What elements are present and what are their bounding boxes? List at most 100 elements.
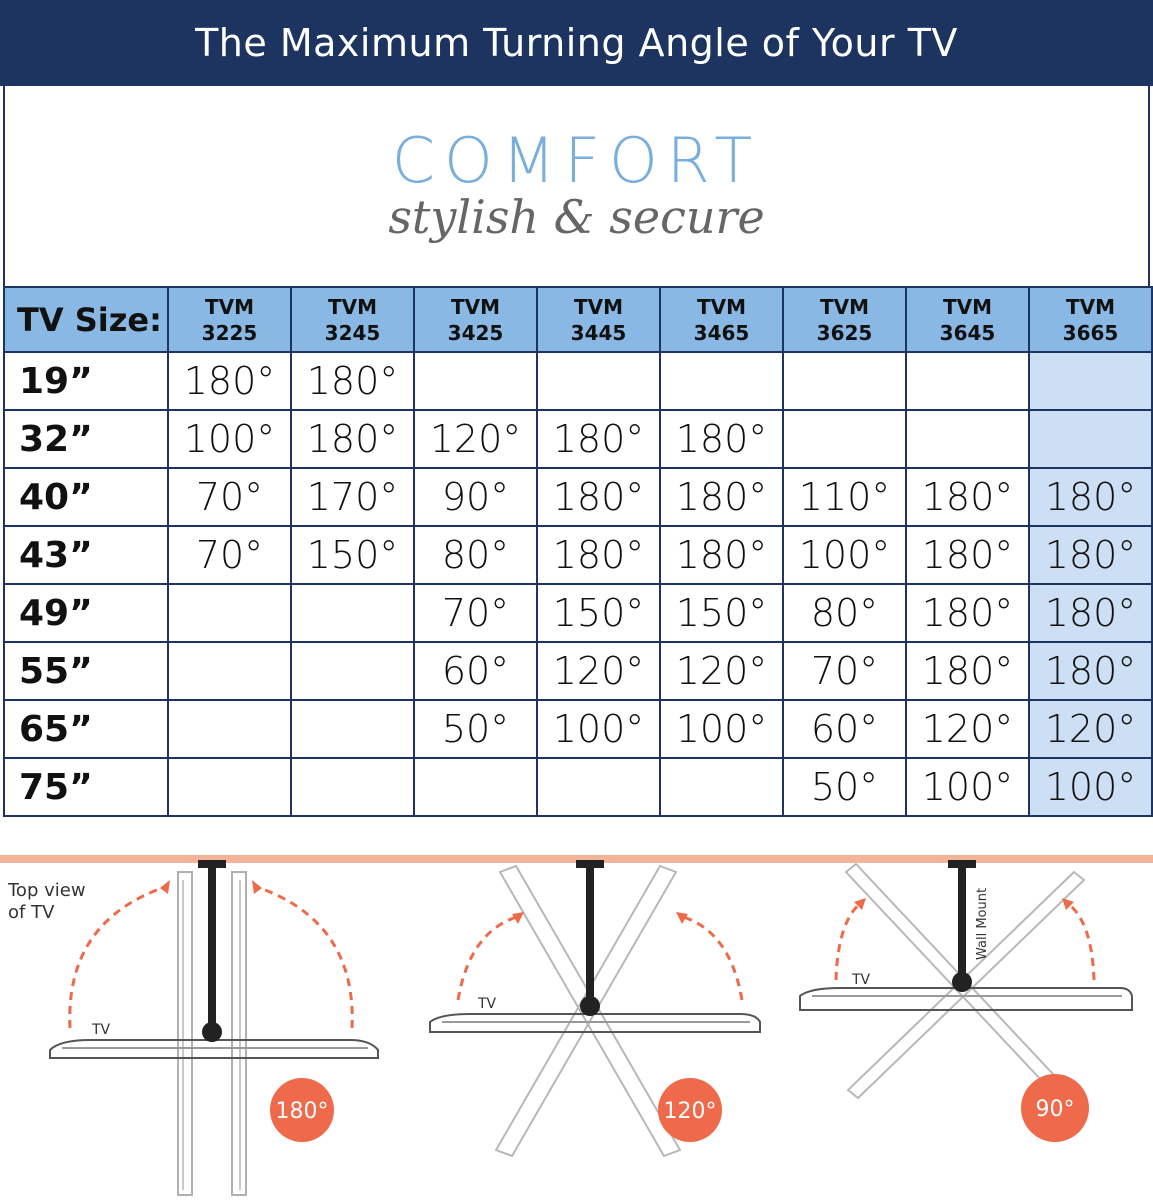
- angle-label: 120°: [664, 1099, 717, 1124]
- angle-cell: 70°: [782, 641, 907, 701]
- angle-cell: [167, 583, 292, 643]
- angle-cell: 150°: [659, 583, 784, 643]
- model-header: TVM 3425: [413, 286, 538, 353]
- angle-cell: [1028, 409, 1153, 469]
- page-title: The Maximum Turning Angle of Your TV: [0, 0, 1153, 86]
- table-row: 32” 100° 180° 120° 180° 180°: [3, 409, 1153, 469]
- tv-label: TV: [91, 1022, 111, 1038]
- angle-cell: [290, 699, 415, 759]
- tv-size-cell: 43”: [3, 525, 169, 585]
- arrow-head: [676, 912, 688, 924]
- angle-cell: 150°: [290, 525, 415, 585]
- angle-label: 90°: [1036, 1097, 1075, 1122]
- angle-cell: 180°: [1028, 467, 1153, 527]
- size-column-header: TV Size:: [3, 286, 169, 353]
- tv-size-cell: 32”: [3, 409, 169, 469]
- angle-cell: 100°: [782, 525, 907, 585]
- angle-cell: [905, 409, 1030, 469]
- table-header-row: TV Size: TVM 3225 TVM 3245 TVM 3425 TVM 3445…: [3, 286, 1153, 353]
- angle-cell: 180°: [905, 641, 1030, 701]
- angle-badge: [270, 1078, 334, 1142]
- diagram-180: [49, 871, 379, 1196]
- rotation-diagram: TV 180° TV 120°: [0, 850, 1153, 1200]
- wall-line: [0, 855, 1153, 863]
- brand-name: COMFORT: [391, 124, 762, 197]
- angle-cell: 180°: [905, 583, 1030, 643]
- angle-cell: 180°: [659, 467, 784, 527]
- angle-cell: 100°: [536, 699, 661, 759]
- angle-cell: 180°: [167, 351, 292, 411]
- angle-cell: 100°: [1028, 757, 1153, 817]
- angle-cell: [659, 351, 784, 411]
- angle-cell: 180°: [659, 409, 784, 469]
- table-row: 49” 70° 150° 150° 80° 180° 180°: [3, 583, 1153, 643]
- angle-cell: 180°: [1028, 583, 1153, 643]
- mount-arm: [958, 864, 966, 982]
- angle-cell: [290, 583, 415, 643]
- mount-joint: [202, 1022, 222, 1042]
- model-header: TVM 3445: [536, 286, 661, 353]
- tv-size-cell: 55”: [3, 641, 169, 701]
- angle-cell: [905, 351, 1030, 411]
- angle-cell: [290, 757, 415, 817]
- table-row: 55” 60° 120° 120° 70° 180° 180°: [3, 641, 1153, 701]
- angle-cell: 70°: [413, 583, 538, 643]
- angle-cell: 150°: [536, 583, 661, 643]
- tv-size-cell: 40”: [3, 467, 169, 527]
- table-row: 40” 70° 170° 90° 180° 180° 110° 180° 180°: [3, 467, 1153, 527]
- model-header: TVM 3665: [1028, 286, 1153, 353]
- table-row: 43” 70° 150° 80° 180° 180° 100° 180° 180°: [3, 525, 1153, 585]
- model-header: TVM 3245: [290, 286, 415, 353]
- angle-cell: [782, 351, 907, 411]
- table-row: 19” 180° 180°: [3, 351, 1153, 411]
- angle-cell: [167, 757, 292, 817]
- tv-size-cell: 65”: [3, 699, 169, 759]
- angle-cell: 50°: [782, 757, 907, 817]
- angle-cell: 170°: [290, 467, 415, 527]
- angle-label: 180°: [276, 1099, 329, 1124]
- wall-mount-label: Wall Mount: [975, 888, 990, 960]
- angle-cell: 180°: [659, 525, 784, 585]
- angle-badge: [1021, 1074, 1089, 1142]
- angle-cell: 100°: [659, 699, 784, 759]
- arrow-head: [512, 912, 524, 924]
- angle-cell: 50°: [413, 699, 538, 759]
- angle-cell: 100°: [905, 757, 1030, 817]
- angle-cell: 180°: [536, 525, 661, 585]
- brand-logo: COMFORT stylish & secure: [3, 86, 1150, 286]
- model-header: TVM 3625: [782, 286, 907, 353]
- angle-cell: 180°: [536, 409, 661, 469]
- angle-cell: 120°: [905, 699, 1030, 759]
- mount-joint: [952, 972, 972, 992]
- angle-cell: 100°: [167, 409, 292, 469]
- angle-cell: [413, 757, 538, 817]
- arrow-head: [854, 898, 866, 910]
- diagram-90: [799, 862, 1133, 1100]
- angle-cell: 60°: [782, 699, 907, 759]
- angle-cell: [290, 641, 415, 701]
- angle-cell: 180°: [290, 409, 415, 469]
- angle-cell: 180°: [1028, 641, 1153, 701]
- brand-tagline: stylish & secure: [388, 190, 765, 244]
- arrow-head: [160, 880, 170, 894]
- angle-cell: 110°: [782, 467, 907, 527]
- angle-cell: 60°: [413, 641, 538, 701]
- tv-size-cell: 75”: [3, 757, 169, 817]
- angle-cell: 70°: [167, 525, 292, 585]
- arrow-head: [252, 880, 262, 894]
- table-row: 65” 50° 100° 100° 60° 120° 120°: [3, 699, 1153, 759]
- angle-cell: 180°: [290, 351, 415, 411]
- angle-cell: 180°: [905, 467, 1030, 527]
- angle-cell: [167, 699, 292, 759]
- turning-angle-table: TV Size: TVM 3225 TVM 3245 TVM 3425 TVM 3445…: [3, 286, 1153, 817]
- angle-cell: [659, 757, 784, 817]
- angle-badge: [658, 1078, 722, 1142]
- angle-cell: 80°: [782, 583, 907, 643]
- angle-cell: [167, 641, 292, 701]
- angle-cell: [782, 409, 907, 469]
- angle-cell: 70°: [167, 467, 292, 527]
- angle-cell: 120°: [413, 409, 538, 469]
- angle-cell: [413, 351, 538, 411]
- mount-arm: [586, 864, 594, 1004]
- tv-label: TV: [477, 996, 497, 1012]
